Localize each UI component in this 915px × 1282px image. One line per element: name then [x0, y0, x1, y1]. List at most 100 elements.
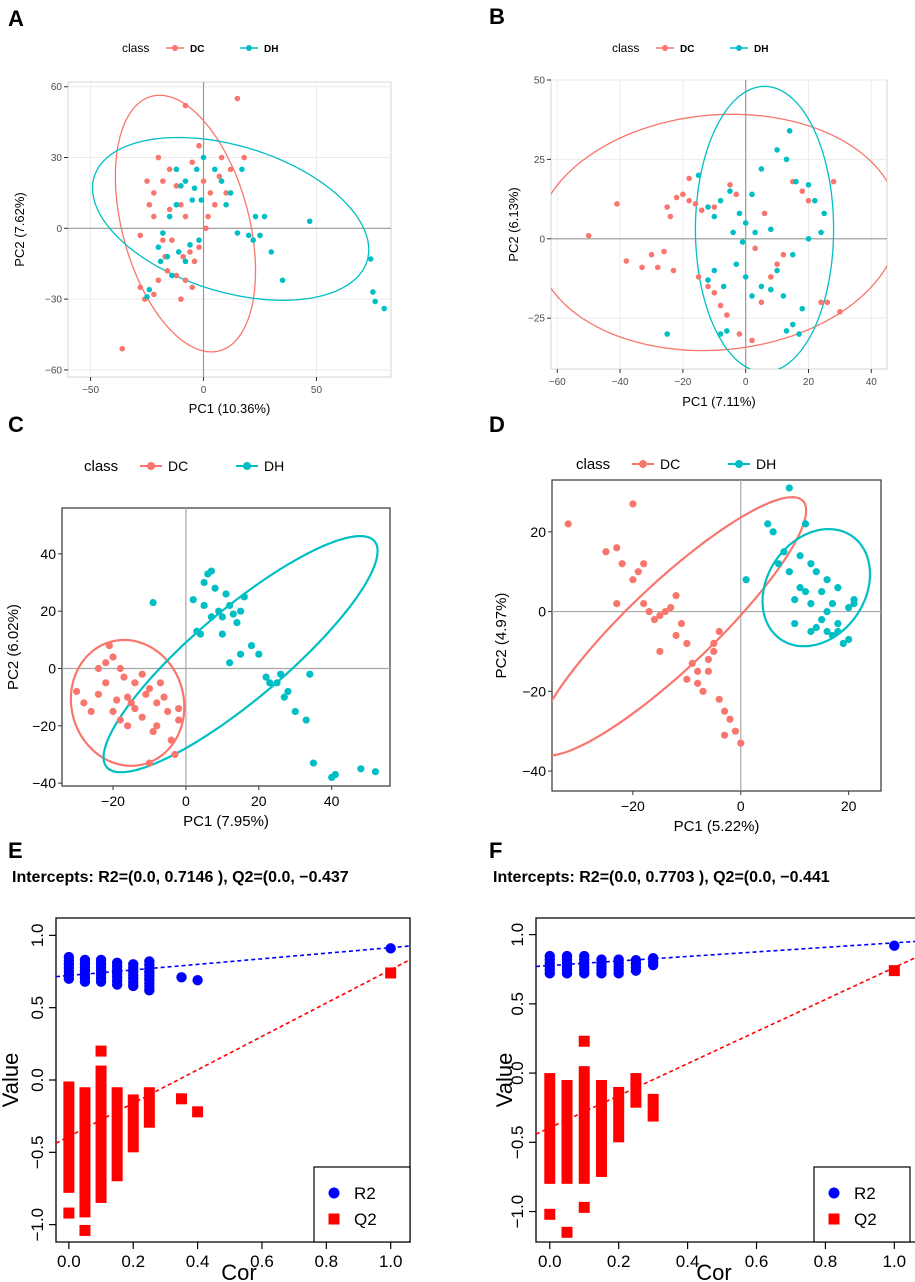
legend-title: class: [84, 458, 118, 475]
x-tick-label: 20: [251, 793, 267, 809]
point-dh: [157, 258, 164, 265]
point-dc: [200, 178, 207, 184]
q2-stack: [63, 1081, 75, 1193]
point-dc: [710, 639, 718, 648]
point-dh: [229, 610, 237, 618]
legend-label-dh: DH: [754, 44, 768, 55]
q2-point: [578, 1035, 590, 1047]
point-dh: [309, 759, 318, 767]
y-tick-label: −20: [32, 718, 56, 734]
point-dh: [236, 650, 245, 658]
point-dh: [261, 213, 268, 220]
point-dc: [680, 191, 686, 198]
q2-stack: [143, 1087, 155, 1128]
y-tick-label: 25: [534, 155, 546, 166]
y-tick-label: −60: [45, 365, 62, 376]
x-tick-label: 1.0: [379, 1252, 403, 1271]
point-dh: [742, 576, 750, 584]
y-tick-label: 0.5: [28, 996, 47, 1020]
ellipse-dh: [694, 85, 835, 369]
point-dh: [823, 607, 831, 616]
point-dc: [160, 237, 166, 243]
y-tick-label: 0: [539, 234, 545, 245]
point-dc: [667, 213, 674, 220]
point-dc: [699, 687, 707, 695]
point-dc: [688, 659, 696, 668]
y-tick-label: −40: [522, 763, 546, 779]
point-dh: [727, 188, 733, 194]
legend-label-q2: Q2: [854, 1210, 877, 1229]
ellipse-dh: [91, 136, 370, 301]
point-dh: [245, 232, 252, 239]
point-dc: [720, 707, 729, 715]
point-dh: [711, 267, 718, 274]
point-dc: [72, 687, 81, 696]
point-dh: [255, 650, 263, 658]
point-dc: [116, 664, 124, 673]
point-dc: [837, 309, 843, 315]
point-dh: [189, 197, 196, 203]
x-axis-title: Cor: [696, 1260, 731, 1282]
x-axis-title: PC1 (10.36%): [189, 401, 271, 416]
point-dc: [138, 713, 146, 721]
point-dc: [726, 715, 734, 723]
point-dh: [223, 201, 229, 208]
point-dc: [670, 267, 677, 274]
plot-content: [536, 940, 915, 1238]
point-dc: [234, 95, 241, 102]
point-dh: [774, 267, 780, 274]
point-dh: [371, 768, 380, 776]
plot-area: [61, 507, 391, 787]
point-dh: [736, 210, 743, 217]
point-dh: [749, 293, 755, 299]
point-dh: [793, 178, 799, 185]
point-dc: [105, 641, 113, 650]
point-dh: [705, 277, 711, 283]
point-dc: [683, 639, 691, 648]
r2-point: [385, 943, 396, 954]
point-dc: [686, 197, 692, 204]
point-dc: [694, 667, 702, 675]
point-dc: [736, 331, 743, 337]
point-dc: [155, 277, 162, 284]
point-dc: [645, 607, 653, 616]
plot-content: [56, 943, 410, 1236]
q2-stack: [595, 1080, 607, 1177]
point-dh: [818, 229, 824, 236]
point-dh: [207, 567, 216, 575]
point-dc: [205, 213, 211, 220]
x-tick-label: 0.6: [745, 1252, 769, 1271]
point-dh: [227, 190, 234, 196]
ellipse-dc: [69, 638, 186, 767]
point-dc: [94, 664, 103, 673]
point-dh: [222, 590, 230, 598]
legend-box: [313, 1166, 411, 1243]
point-dc: [799, 188, 806, 194]
x-tick-label: 0: [737, 798, 745, 814]
point-dh: [749, 191, 755, 198]
ellipse-dc: [552, 495, 808, 757]
point-dc: [640, 560, 648, 568]
point-dh: [166, 213, 173, 220]
point-dh: [705, 204, 711, 210]
point-dc: [180, 253, 186, 260]
point-dh: [828, 631, 837, 640]
point-dc: [667, 603, 675, 612]
point-dh: [207, 613, 216, 621]
point-dc: [178, 201, 184, 208]
point-dh: [758, 166, 765, 172]
y-tick-label: −40: [32, 775, 56, 791]
y-axis-title: PC2 (4.97%): [493, 593, 510, 679]
point-dc: [830, 178, 837, 185]
point-dh: [146, 286, 153, 293]
point-dh: [724, 328, 730, 334]
point-dc: [613, 544, 621, 552]
point-dc: [182, 213, 189, 220]
y-tick-label: 1.0: [508, 923, 527, 947]
point-dh: [796, 331, 802, 337]
legend-title: class: [576, 456, 610, 473]
point-dc: [761, 210, 768, 217]
ellipse-dh: [761, 527, 872, 648]
